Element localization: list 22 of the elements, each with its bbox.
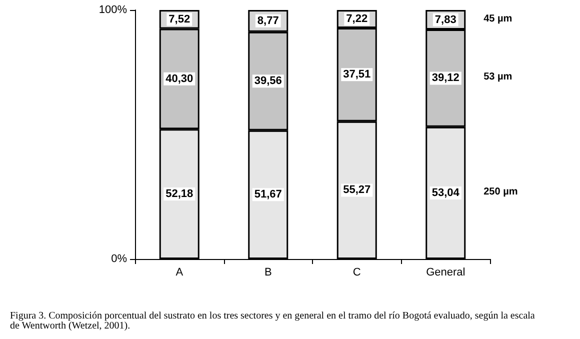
- x-tick-label: A: [176, 266, 184, 278]
- text: Figura 3. Composición porcentual del sustrato en los tres sectores y en general en el tramo del río Bogotá evaluado, según la escala de Wentworth (Wetzel, 2001).: [10, 310, 538, 332]
- y-tick-label: 100%: [98, 4, 128, 16]
- data-label: 39,56: [254, 75, 282, 88]
- data-label: 7,22: [346, 12, 368, 25]
- data-label: 52,18: [166, 188, 194, 200]
- data-label: 55,27: [343, 184, 371, 196]
- data-label: 51,67: [254, 188, 282, 201]
- data-label: 53,04: [432, 186, 460, 199]
- data-label: 8,77: [257, 14, 279, 27]
- x-tick-label: B: [264, 266, 272, 278]
- data-label: 39,12: [432, 72, 460, 84]
- series-label: 45 µm: [484, 13, 512, 24]
- x-tick-label: General: [426, 266, 466, 278]
- series-label: 250 µm: [484, 186, 518, 198]
- data-label: 7,52: [168, 13, 190, 26]
- data-label: 7,83: [434, 14, 456, 26]
- data-label: 37,51: [343, 68, 371, 81]
- data-label: 40,30: [166, 72, 194, 85]
- y-tick-label: 0%: [111, 253, 128, 265]
- series-label: 53 µm: [484, 72, 512, 83]
- x-tick-label: C: [352, 266, 361, 278]
